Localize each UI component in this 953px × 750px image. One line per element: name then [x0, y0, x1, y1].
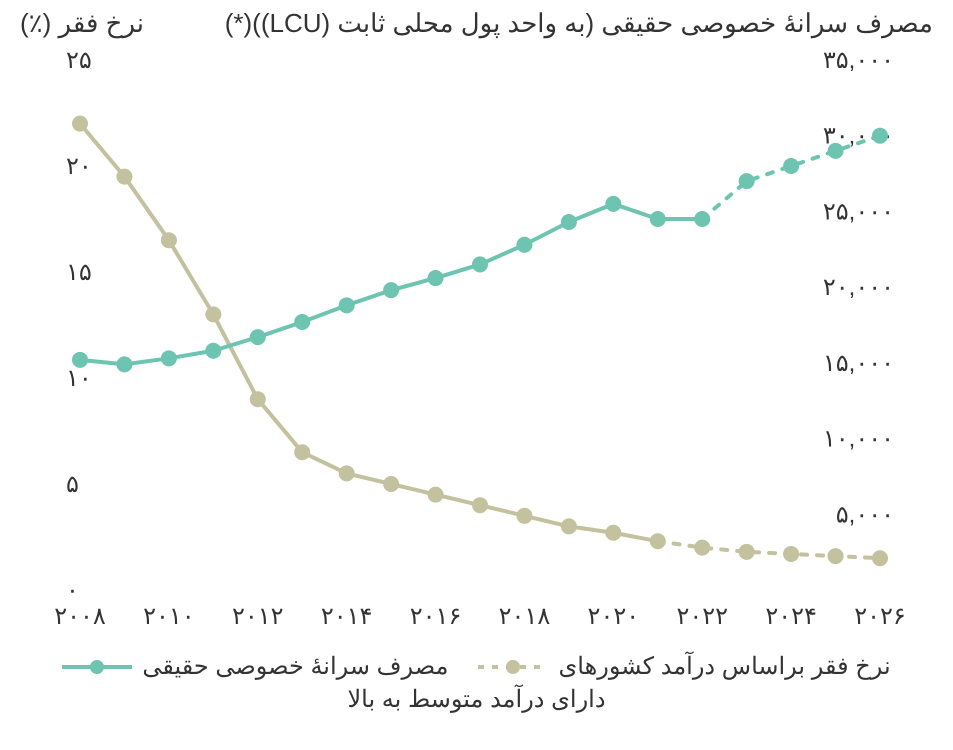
svg-text:۱۰,۰۰۰: ۱۰,۰۰۰: [823, 426, 894, 453]
svg-text:۱۰: ۱۰: [66, 365, 92, 392]
svg-text:۲۰۰۸: ۲۰۰۸: [54, 603, 106, 630]
svg-text:۲۰۲۰: ۲۰۲۰: [588, 603, 640, 630]
legend-label-consumption: مصرف سرانهٔ خصوصی حقیقی: [142, 652, 448, 681]
legend-swatch-consumption: [62, 659, 132, 675]
legend: مصرف سرانهٔ خصوصی حقیقی نرخ فقر براساس د…: [0, 652, 953, 742]
chart-svg: ۰ ۵ ۱۰ ۱۵ ۲۰ ۲۵ ۵,۰۰۰ ۱۰,۰۰۰ ۱۵,۰۰۰ ۲۰,۰۰۰ ۲۵,۰۰۰ ۳…: [0, 0, 953, 750]
legend-item-consumption: مصرف سرانهٔ خصوصی حقیقی: [62, 652, 448, 681]
chart-container: نرخ فقر (٪) مصرف سرانهٔ خصوصی حقیقی (به …: [0, 0, 953, 750]
svg-text:۲۰: ۲۰: [66, 153, 92, 180]
y-right-axis-title: مصرف سرانهٔ خصوصی حقیقی (به واحد پول محل…: [225, 8, 933, 39]
svg-text:۲۵,۰۰۰: ۲۵,۰۰۰: [823, 198, 894, 225]
svg-text:۲۰۱۴: ۲۰۱۴: [321, 603, 373, 630]
y-left-axis-title: نرخ فقر (٪): [20, 8, 144, 39]
svg-text:۰: ۰: [66, 577, 79, 604]
svg-text:۲۰۱۲: ۲۰۱۲: [232, 603, 284, 630]
svg-text:۲۰,۰۰۰: ۲۰,۰۰۰: [823, 274, 894, 301]
svg-text:۲۵: ۲۵: [66, 47, 92, 74]
svg-text:۱۵,۰۰۰: ۱۵,۰۰۰: [823, 350, 894, 377]
svg-text:۲۰۲۲: ۲۰۲۲: [676, 603, 728, 630]
svg-text:۲۰۲۶: ۲۰۲۶: [854, 603, 906, 630]
svg-text:۲۰۱۸: ۲۰۱۸: [499, 603, 551, 630]
svg-text:۳۵,۰۰۰: ۳۵,۰۰۰: [823, 47, 894, 74]
svg-text:۵: ۵: [66, 471, 79, 498]
svg-text:۲۰۲۴: ۲۰۲۴: [765, 603, 817, 630]
svg-text:۲۰۱۰: ۲۰۱۰: [143, 603, 195, 630]
svg-text:۱۵: ۱۵: [66, 259, 92, 286]
svg-text:۲۰۱۶: ۲۰۱۶: [410, 603, 462, 630]
legend-swatch-poverty: [478, 659, 548, 675]
legend-label-poverty: نرخ فقر براساس درآمد کشورهای: [558, 652, 890, 681]
legend-label-poverty-line2: دارای درآمد متوسط به بالا: [0, 685, 953, 714]
legend-item-poverty: نرخ فقر براساس درآمد کشورهای: [478, 652, 890, 681]
svg-text:۵,۰۰۰: ۵,۰۰۰: [836, 501, 894, 528]
